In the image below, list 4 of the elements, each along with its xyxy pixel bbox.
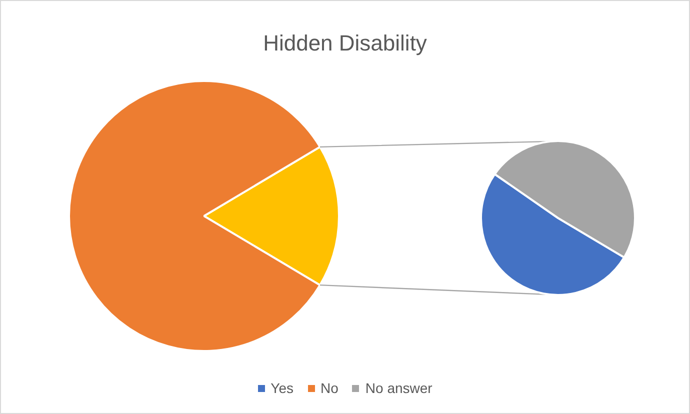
legend-label: No answer (365, 380, 432, 397)
legend-label: Yes (270, 380, 294, 397)
chart-title: Hidden Disability (263, 30, 427, 56)
legend-label: No (320, 380, 338, 397)
